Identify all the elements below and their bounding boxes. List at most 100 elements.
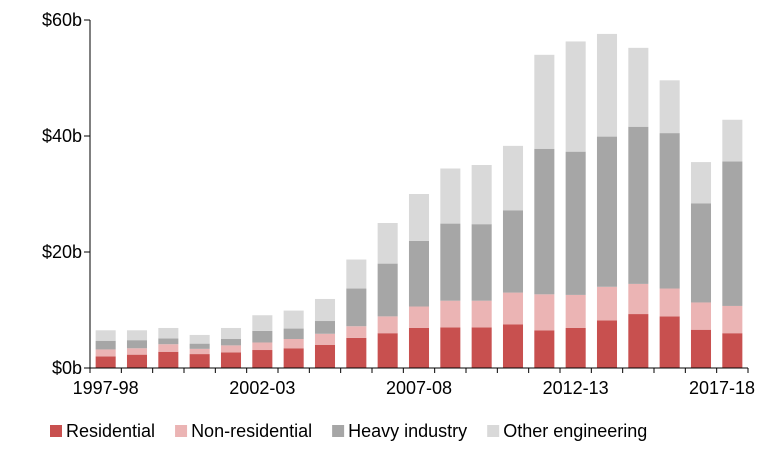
bar-residential-2017-18	[722, 333, 743, 368]
bar-non-residential-2014-15	[628, 283, 649, 315]
bar-non-residential-2001-02	[220, 345, 242, 353]
y-tick-label: $40b	[42, 126, 82, 146]
bar-residential-1997-98	[95, 356, 116, 368]
bar-residential-2007-08	[408, 327, 430, 368]
bar-non-residential-2008-09	[440, 300, 461, 328]
bar-non-residential-2003-04	[283, 339, 304, 349]
bar-non-residential-2004-05	[314, 333, 336, 345]
legend-label-other-engineering: Other engineering	[503, 421, 647, 441]
bar-residential-2002-03	[252, 350, 273, 368]
bar-non-residential-1999-00	[158, 344, 179, 352]
bar-residential-2011-12	[534, 330, 555, 368]
bar-residential-2008-09	[440, 327, 461, 368]
bar-residential-2003-04	[283, 348, 304, 368]
bar-heavy-industry-2013-14	[596, 136, 618, 287]
bar-heavy-industry-1999-00	[158, 338, 179, 345]
bar-non-residential-2016-17	[690, 302, 712, 330]
bar-residential-2006-07	[377, 333, 398, 368]
bar-heavy-industry-2008-09	[440, 223, 461, 301]
bar-residential-2012-13	[565, 327, 586, 368]
bar-other-engineering-1997-98	[95, 330, 116, 341]
bar-other-engineering-2002-03	[252, 315, 273, 331]
bar-other-engineering-2008-09	[440, 168, 461, 224]
bar-other-engineering-2011-12	[534, 54, 555, 149]
y-tick-label: $0b	[52, 358, 82, 378]
legend-label-heavy-industry: Heavy industry	[348, 421, 467, 441]
x-tick-label: 2012-13	[543, 378, 609, 398]
bar-other-engineering-2001-02	[220, 327, 242, 339]
bar-heavy-industry-2003-04	[283, 328, 304, 339]
bar-residential-2013-14	[596, 320, 618, 368]
bar-residential-2009-10	[471, 327, 492, 368]
bar-other-engineering-2010-11	[502, 145, 524, 211]
bar-other-engineering-1998-99	[126, 330, 148, 341]
bar-residential-2005-06	[346, 337, 367, 368]
bar-residential-2004-05	[314, 344, 336, 368]
bar-heavy-industry-2016-17	[690, 203, 712, 303]
bar-residential-2014-15	[628, 314, 649, 368]
bar-heavy-industry-2006-07	[377, 263, 398, 317]
bar-heavy-industry-2010-11	[502, 210, 524, 293]
bar-non-residential-2012-13	[565, 294, 586, 328]
legend-label-non-residential: Non-residential	[191, 421, 312, 441]
bar-other-engineering-2003-04	[283, 310, 304, 329]
bar-non-residential-2010-11	[502, 292, 524, 325]
bar-heavy-industry-2005-06	[346, 288, 367, 327]
x-tick-label: 2002-03	[229, 378, 295, 398]
bar-other-engineering-2009-10	[471, 165, 492, 225]
bar-other-engineering-2017-18	[722, 119, 743, 162]
bar-residential-2016-17	[690, 329, 712, 368]
x-tick-label: 2007-08	[386, 378, 452, 398]
bar-other-engineering-2000-01	[189, 334, 210, 344]
bar-non-residential-1997-98	[95, 349, 116, 357]
bar-other-engineering-2012-13	[565, 41, 586, 152]
bar-other-engineering-2006-07	[377, 223, 398, 264]
bar-residential-2000-01	[189, 354, 210, 368]
bar-other-engineering-2016-17	[690, 162, 712, 204]
bar-heavy-industry-2011-12	[534, 148, 555, 295]
bar-heavy-industry-2000-01	[189, 343, 210, 349]
bar-heavy-industry-2001-02	[220, 339, 242, 346]
bar-other-engineering-1999-00	[158, 327, 179, 339]
bar-heavy-industry-1998-99	[126, 340, 148, 349]
bar-heavy-industry-2004-05	[314, 321, 336, 334]
bar-residential-2010-11	[502, 324, 524, 368]
x-tick-label: 1997-98	[73, 378, 139, 398]
bar-non-residential-2002-03	[252, 342, 273, 351]
y-tick-label: $20b	[42, 242, 82, 262]
legend: Residential Non-residential Heavy industry…	[50, 421, 647, 441]
bar-non-residential-2017-18	[722, 305, 743, 334]
bar-residential-2001-02	[220, 352, 242, 368]
bar-other-engineering-2007-08	[408, 194, 430, 241]
bar-heavy-industry-2002-03	[252, 330, 273, 343]
bar-other-engineering-2004-05	[314, 298, 336, 322]
bar-non-residential-2013-14	[596, 286, 618, 321]
bar-non-residential-2006-07	[377, 316, 398, 334]
bar-heavy-industry-1997-98	[95, 340, 116, 350]
bar-non-residential-1998-99	[126, 348, 148, 355]
legend-swatch-other-engineering	[487, 425, 500, 437]
bar-heavy-industry-2014-15	[628, 126, 649, 284]
bar-residential-1998-99	[126, 354, 148, 368]
bar-heavy-industry-2017-18	[722, 161, 743, 306]
bar-other-engineering-2005-06	[346, 259, 367, 289]
bar-non-residential-2005-06	[346, 326, 367, 338]
x-tick-label: 2017-18	[689, 378, 755, 398]
legend-swatch-residential	[50, 425, 62, 437]
bar-other-engineering-2014-15	[628, 47, 649, 127]
y-axis: $0b $20b $40b $60b	[42, 10, 91, 378]
bar-non-residential-2011-12	[534, 294, 555, 331]
bar-other-engineering-2013-14	[596, 33, 618, 137]
bars	[95, 33, 743, 368]
bar-residential-2015-16	[659, 316, 680, 368]
bar-other-engineering-2015-16	[659, 80, 680, 134]
bar-heavy-industry-2012-13	[565, 151, 586, 295]
bar-heavy-industry-2015-16	[659, 133, 680, 289]
bar-non-residential-2007-08	[408, 306, 430, 328]
bar-heavy-industry-2007-08	[408, 240, 430, 307]
y-tick-label: $60b	[42, 10, 82, 30]
legend-swatch-non-residential	[175, 425, 188, 437]
bar-residential-1999-00	[158, 351, 179, 368]
bar-heavy-industry-2009-10	[471, 224, 492, 301]
